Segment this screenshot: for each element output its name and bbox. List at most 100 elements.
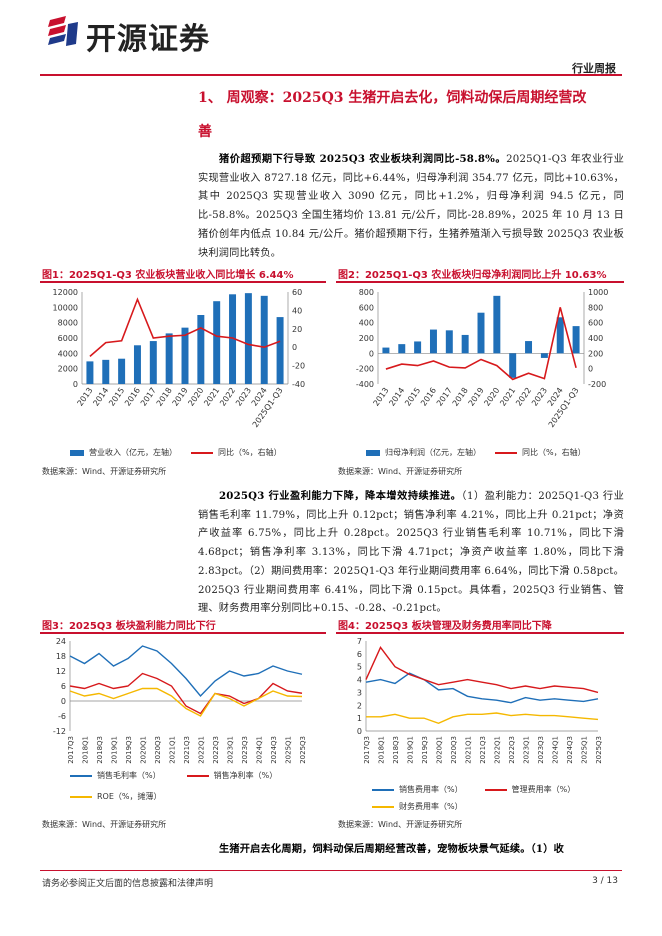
bar bbox=[382, 347, 390, 354]
x-tick-label: 2018Q1 bbox=[378, 736, 386, 764]
x-tick-label: 2016 bbox=[419, 386, 438, 408]
x-tick-label: 2021Q1 bbox=[169, 736, 177, 764]
x-tick-label: 2020 bbox=[186, 386, 205, 408]
y-tick-label: 4 bbox=[357, 676, 362, 685]
x-tick-label: 2019 bbox=[171, 386, 190, 408]
x-tick-label: 2023Q1 bbox=[227, 736, 235, 764]
legend-line-swatch bbox=[484, 788, 507, 791]
bar bbox=[149, 341, 157, 384]
paragraph-3-body: （1）收 bbox=[530, 843, 564, 855]
y-tick-label-right: -40 bbox=[292, 380, 305, 389]
x-tick-label: 2015 bbox=[107, 386, 126, 408]
x-tick-label: 2023 bbox=[530, 386, 549, 408]
series-line bbox=[366, 712, 599, 725]
x-tick-label: 2023Q3 bbox=[537, 736, 545, 764]
y-tick-label: 6 bbox=[61, 682, 66, 691]
figure-3-title: 图3：2025Q3 板块盈利能力同比下行 bbox=[42, 621, 216, 632]
y-tick-label: 6 bbox=[357, 650, 362, 659]
legend-label: 财务费用率（%） bbox=[399, 802, 463, 811]
y-tick-label-left: 8000 bbox=[58, 319, 78, 328]
x-tick-label: 2024Q3 bbox=[566, 736, 574, 764]
x-tick-label: 2024Q3 bbox=[270, 736, 278, 764]
bar bbox=[260, 295, 268, 384]
x-tick-label: 2022Q1 bbox=[494, 736, 502, 764]
legend-line-swatch bbox=[70, 795, 92, 798]
section-title-line1: 1、 周观察：2025Q3 生猪开启去化，饲料动保后周期经营改 bbox=[198, 90, 587, 106]
figure-1-legend: 营业收入（亿元，左轴） 同比（%，右轴） bbox=[70, 447, 282, 458]
company-name: 开源证券 bbox=[86, 22, 210, 57]
series-line bbox=[89, 297, 281, 358]
paragraph-1-body: 2025Q1-Q3 年农业行业实现营业收入 8727.18 亿元，同比+6.44… bbox=[198, 154, 624, 259]
x-tick-label: 2018 bbox=[451, 386, 470, 408]
figure-3-source: 数据来源：Wind、开源证券研究所 bbox=[42, 820, 167, 829]
figure-3-chart: -12 -6 0 6 12 18 24 2017Q3 2018Q1 2018Q3 2019Q1 201… bbox=[53, 637, 307, 764]
bar bbox=[181, 327, 189, 384]
y-tick-label-right: 400 bbox=[588, 334, 603, 343]
header-rule bbox=[40, 74, 622, 76]
bar bbox=[493, 295, 501, 354]
y-tick-label-left: 2000 bbox=[58, 365, 78, 374]
x-tick-label: 2022Q1 bbox=[198, 736, 206, 764]
y-tick-label: 7 bbox=[357, 637, 362, 646]
bar bbox=[540, 353, 548, 358]
x-tick-label: 2018Q1 bbox=[82, 736, 90, 764]
legend-label: 同比（%，右轴） bbox=[218, 448, 282, 457]
x-tick-label: 2021 bbox=[498, 386, 517, 408]
bar bbox=[477, 312, 485, 354]
x-tick-label: 2019Q3 bbox=[125, 736, 133, 764]
series-line bbox=[365, 646, 599, 694]
y-tick-label-right: 20 bbox=[292, 325, 302, 334]
x-tick-label: 2025Q3 bbox=[595, 736, 603, 764]
x-tick-label: 2020Q3 bbox=[450, 736, 458, 764]
bar bbox=[461, 334, 469, 354]
y-tick-label: 18 bbox=[56, 652, 66, 661]
legend-label: 营业收入（亿元，左轴） bbox=[89, 448, 177, 457]
figure-2-rule bbox=[336, 281, 624, 283]
legend-line-swatch bbox=[495, 451, 517, 454]
x-tick-label: 2023Q3 bbox=[241, 736, 249, 764]
y-tick-label-right: 0 bbox=[292, 343, 297, 352]
section-title-line2: 善 bbox=[198, 124, 212, 140]
y-tick-label-left: 800 bbox=[359, 288, 374, 297]
logo-mark-icon bbox=[48, 16, 78, 46]
legend-line-swatch bbox=[70, 774, 92, 777]
y-tick-label-left: 4000 bbox=[58, 349, 78, 358]
bar bbox=[165, 333, 173, 384]
figure-1-title: 图1：2025Q1-Q3 农业板块营业收入同比增长 6.44% bbox=[42, 270, 294, 281]
y-tick-label-right: 60 bbox=[292, 288, 302, 297]
x-tick-label: 2025Q1 bbox=[581, 736, 589, 764]
x-tick-label: 2019Q1 bbox=[111, 736, 119, 764]
x-tick-label: 2024Q1 bbox=[552, 736, 560, 764]
y-tick-label-left: 200 bbox=[359, 334, 374, 343]
bar bbox=[118, 358, 126, 384]
legend-bar-swatch bbox=[70, 449, 84, 456]
x-tick-label: 2022 bbox=[514, 386, 533, 408]
figure-4-legend: 销售费用率（%） 管理费用率（%） 财务费用率（%） bbox=[372, 784, 622, 812]
figure-2-legend: 归母净利润（亿元，左轴） 同比（%，右轴） bbox=[366, 447, 586, 458]
y-tick-label-right: 1000 bbox=[588, 288, 608, 297]
bar bbox=[572, 326, 580, 354]
y-tick-label: 0 bbox=[357, 727, 362, 736]
series-line bbox=[365, 672, 599, 704]
y-tick-label: 12 bbox=[56, 667, 66, 676]
x-tick-label: 2025Q3 bbox=[299, 736, 307, 764]
bar bbox=[556, 317, 564, 354]
legend-line-swatch bbox=[372, 788, 394, 791]
y-tick-label: 1 bbox=[357, 714, 362, 723]
figure-4-chart: 0 1 2 3 4 5 6 7 2017Q3 2018Q1 2018Q3 2019Q1 2019Q3 20… bbox=[357, 637, 603, 764]
y-tick-label: 0 bbox=[61, 697, 66, 706]
y-tick-label-left: 600 bbox=[359, 303, 374, 312]
series-line bbox=[69, 687, 303, 717]
figure-1-chart: 0 2000 4000 6000 8000 10000 12000 -40 -20 0 20 40 60… bbox=[53, 288, 306, 429]
figure-4-title: 图4：2025Q3 板块管理及财务费用率同比下降 bbox=[338, 621, 552, 632]
x-tick-label: 2013 bbox=[76, 386, 95, 408]
x-tick-label: 2013 bbox=[372, 386, 391, 408]
x-tick-label: 2018 bbox=[155, 386, 174, 408]
footer-disclaimer: 请务必参阅正文后面的信息披露和法律声明 bbox=[42, 879, 214, 889]
legend-label: ROE（%，摊薄） bbox=[97, 792, 162, 801]
y-tick-label-left: -200 bbox=[356, 365, 374, 374]
y-tick-label-left: 12000 bbox=[53, 288, 78, 297]
x-tick-label: 2018Q3 bbox=[392, 736, 400, 764]
paragraph-2-body: （1）盈利能力：2025Q1-Q3 行业销售毛利率 11.79%，同比上升 0.… bbox=[198, 491, 624, 615]
figure-4-rule bbox=[336, 632, 624, 634]
